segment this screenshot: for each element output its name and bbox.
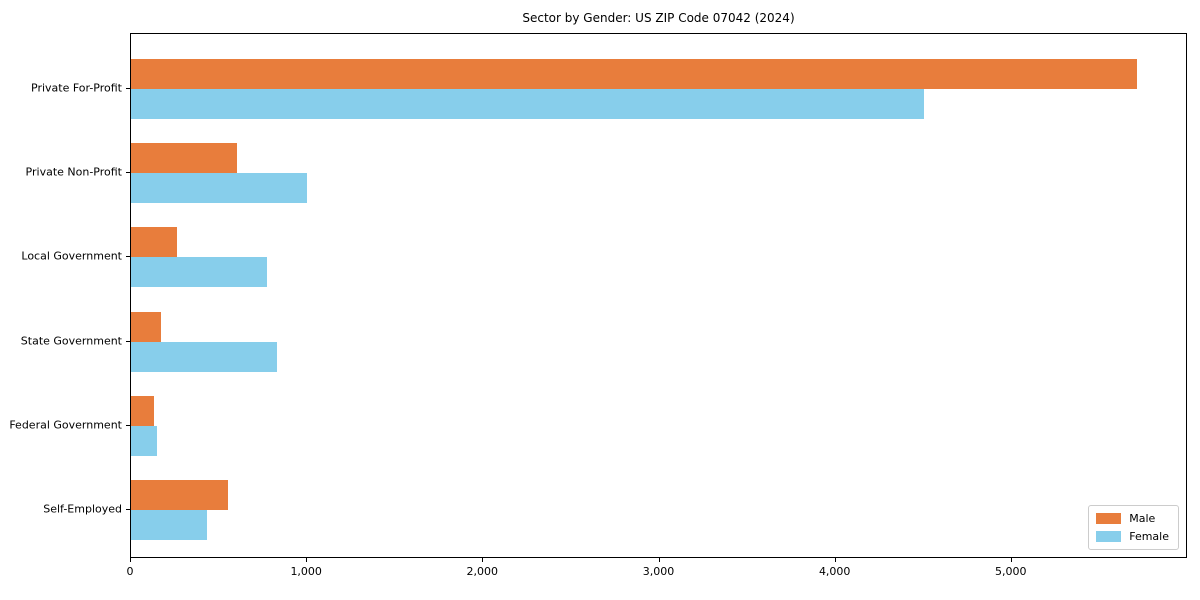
y-tick-mark-1 [126,172,130,174]
female-series-swatch [1096,531,1122,542]
bar-female-0 [131,89,924,119]
y-axis-label-1: Private Non-Profit [25,165,122,179]
y-tick-mark-2 [126,256,130,258]
y-tick-mark-3 [126,340,130,342]
bar-male-1 [131,143,237,174]
bar-female-2 [131,257,267,288]
y-axis-label-5: Self-Employed [43,502,122,516]
bar-male-0 [131,59,1137,89]
bar-female-5 [131,510,207,540]
bar-female-3 [131,341,278,372]
x-tick-mark-1 [306,558,308,562]
legend-label-male: Male [1129,512,1156,525]
x-tick-label-5: 5,000 [995,565,1027,578]
y-tick-mark-4 [126,424,130,426]
legend: Male Female [1088,505,1179,550]
y-tick-mark-5 [126,509,130,510]
chart-title: Sector by Gender: US ZIP Code 07042 (202… [522,11,795,25]
plot-area: Male Female [130,33,1187,558]
legend-entry-female: Female [1096,530,1169,543]
y-axis-label-2: Local Government [21,249,122,263]
x-tick-label-0: 0 [126,565,134,578]
y-tick-mark-0 [126,88,130,89]
legend-entry-male: Male [1096,512,1169,525]
bar-male-5 [131,480,228,510]
x-tick-label-1: 1,000 [290,565,322,578]
x-tick-label-2: 2,000 [466,565,499,578]
x-tick-mark-3 [658,558,660,562]
male-series-swatch [1096,513,1122,524]
bar-female-4 [131,425,158,456]
x-tick-label-4: 4,000 [818,565,851,578]
bar-male-3 [131,311,161,342]
x-tick-mark-5 [1010,558,1012,562]
x-tick-label-3: 3,000 [642,565,675,578]
y-axis-label-0: Private For-Profit [31,81,122,95]
bar-male-2 [131,227,177,258]
y-axis-label-3: State Government [20,334,122,348]
legend-label-female: Female [1129,530,1169,543]
bar-male-4 [131,395,154,426]
x-tick-mark-4 [834,558,836,562]
x-tick-mark-0 [130,558,131,562]
bar-female-1 [131,173,308,204]
x-tick-mark-2 [482,558,484,562]
y-axis-label-4: Federal Government [9,418,122,432]
